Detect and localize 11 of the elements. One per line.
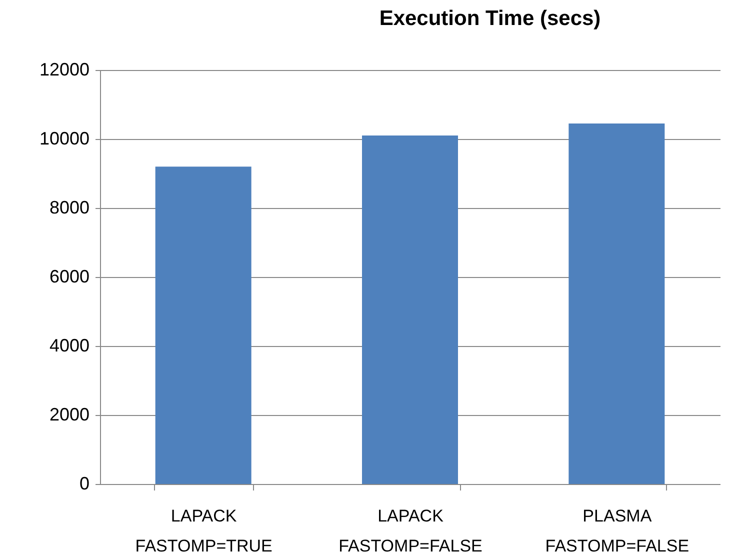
y-tick-label: 10000 (39, 128, 90, 148)
y-tick-label: 2000 (49, 404, 90, 424)
chart-title: Execution Time (secs) (379, 7, 601, 30)
y-tick-label: 8000 (49, 198, 90, 218)
y-tick-label: 0 (79, 474, 90, 494)
y-tick-label: 12000 (39, 60, 90, 80)
y-tick-label: 6000 (49, 266, 90, 286)
x-tick-label: LAPACK FASTOMP=FALSE (338, 506, 482, 556)
x-tick-label: LAPACK FASTOMP=TRUE (135, 506, 272, 556)
x-tick-label: PLASMA FASTOMP=FALSE (545, 506, 690, 556)
y-tick-label: 4000 (49, 336, 90, 356)
